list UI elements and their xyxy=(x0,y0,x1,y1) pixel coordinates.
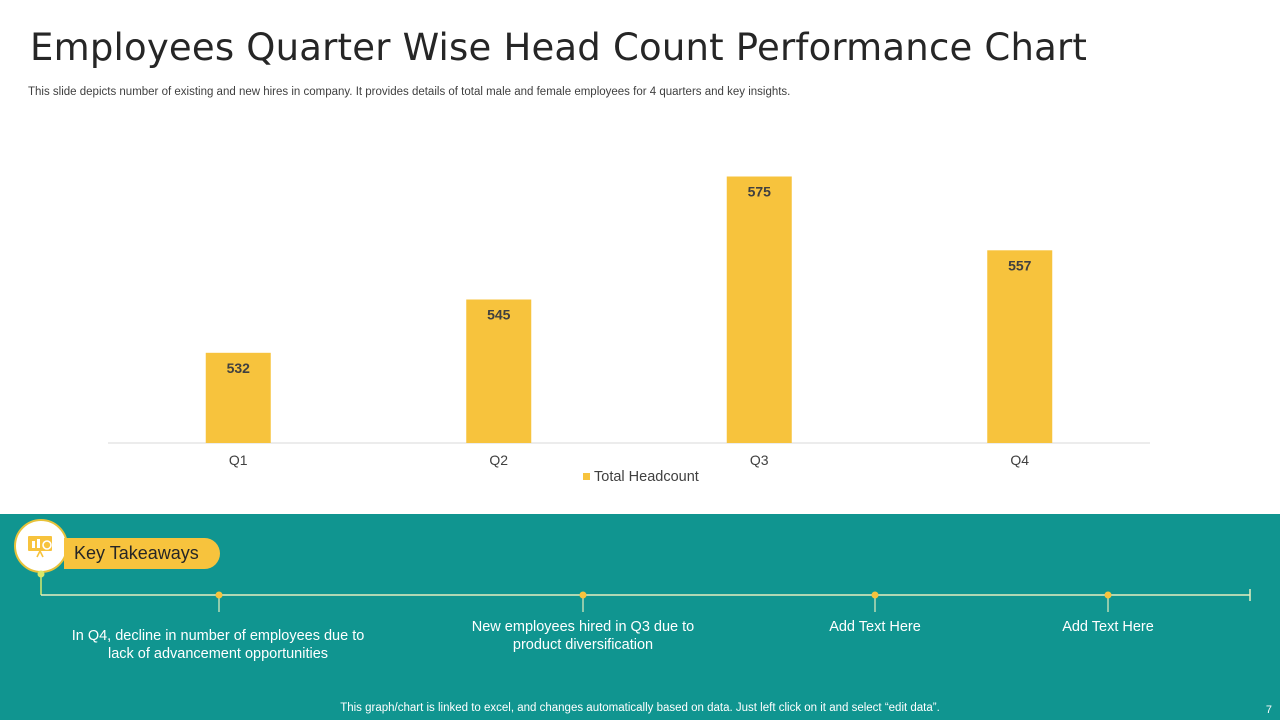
timeline-marker xyxy=(579,591,587,612)
x-tick-label: Q3 xyxy=(750,452,769,468)
bar xyxy=(987,250,1053,443)
data-label: 545 xyxy=(487,307,511,323)
legend-swatch xyxy=(583,473,590,480)
x-tick-label: Q1 xyxy=(229,452,248,468)
takeaways-timeline xyxy=(37,570,1251,612)
x-tick-label: Q4 xyxy=(1010,452,1029,468)
bar xyxy=(466,299,532,443)
timeline-marker xyxy=(1104,591,1112,612)
data-label: 575 xyxy=(748,184,772,200)
data-label: 557 xyxy=(1008,257,1032,273)
headcount-bar-chart: 532 Q1 545 Q2 575 Q3 557 Q4 Total Headcount xyxy=(108,176,1150,485)
takeaway-text: In Q4, decline in number of employees du… xyxy=(71,628,365,662)
x-tick-label: Q2 xyxy=(489,452,508,468)
timeline-marker xyxy=(871,591,879,612)
slide-subtitle: This slide depicts number of existing an… xyxy=(28,86,791,98)
timeline-marker xyxy=(215,591,223,612)
takeaway-text: Add Text Here xyxy=(829,619,921,635)
slide-title: Employees Quarter Wise Head Count Perfor… xyxy=(30,26,1088,69)
key-takeaways-heading: Key Takeaways xyxy=(64,538,220,569)
footer-note: This graph/chart is linked to excel, and… xyxy=(340,702,940,714)
takeaway-text: Add Text Here xyxy=(1062,619,1154,635)
presentation-chart-icon xyxy=(14,519,68,573)
page-number: 7 xyxy=(1265,704,1272,716)
bar xyxy=(205,352,271,443)
legend-label: Total Headcount xyxy=(594,469,699,485)
data-label: 532 xyxy=(227,360,251,376)
takeaway-text: New employees hired in Q3 due to product… xyxy=(471,619,695,653)
bar xyxy=(726,176,792,443)
